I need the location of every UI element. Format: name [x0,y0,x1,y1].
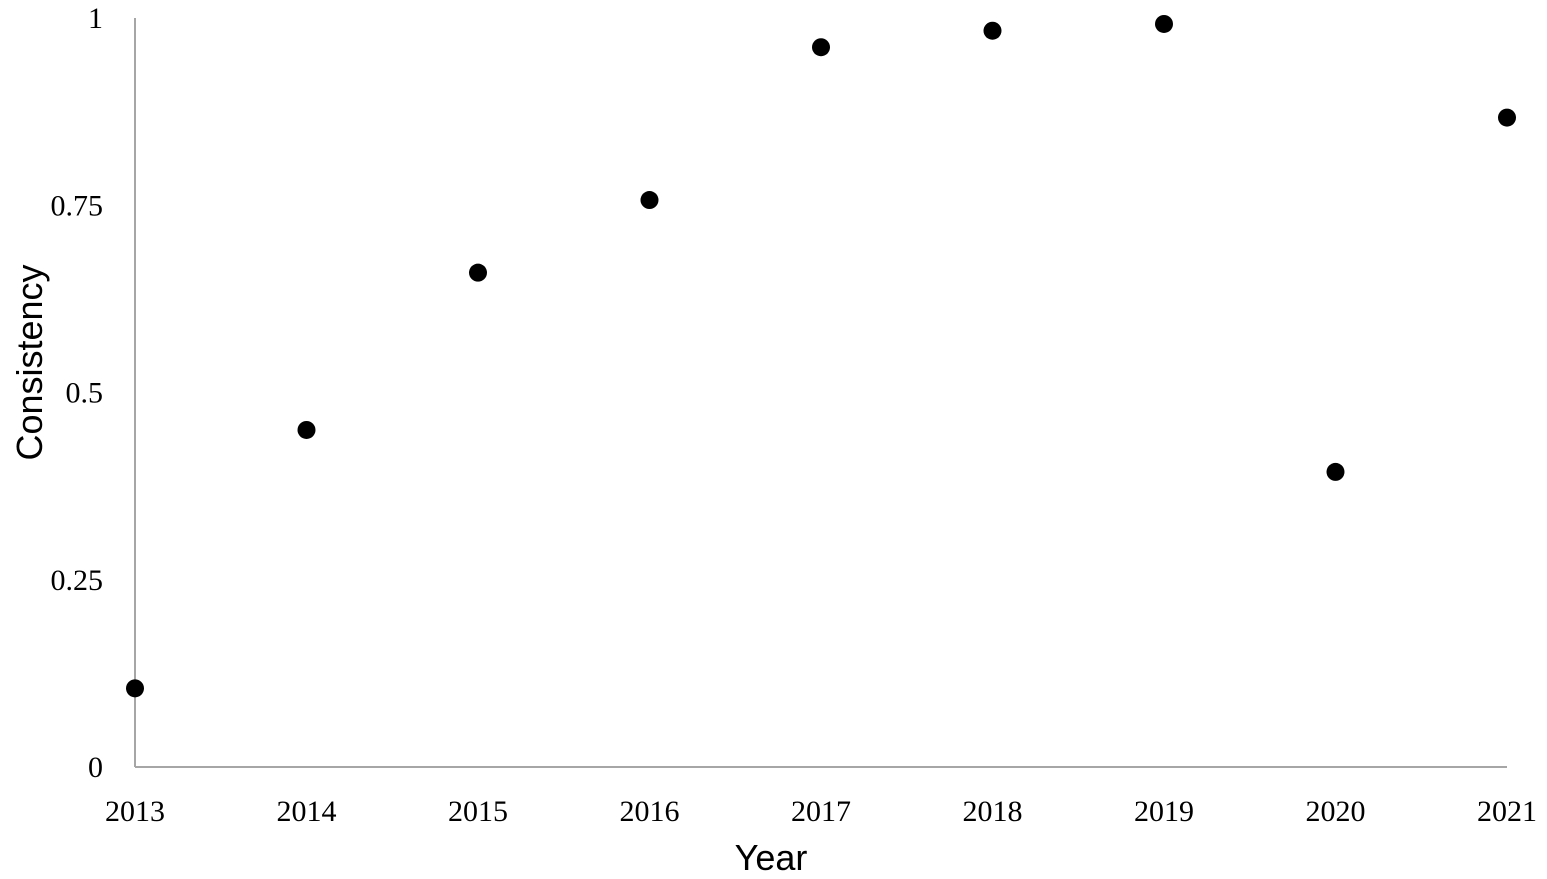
y-tick-labels: 0 0.25 0.5 0.75 1 [51,2,104,784]
x-tick-label: 2018 [963,795,1023,828]
chart-axes [134,18,1507,768]
data-point [983,21,1002,40]
y-tick-label: 0.5 [66,377,104,410]
data-point [640,191,659,210]
x-tick-label: 2013 [105,795,165,828]
y-tick-label: 0.75 [51,189,104,222]
data-point [1155,14,1173,33]
x-tick-labels: 2013 2014 2015 2016 2017 2018 2019 2020 2021 [105,795,1537,828]
x-tick-label: 2020 [1306,795,1366,828]
data-point [812,38,830,57]
y-tick-label: 1 [88,2,103,35]
y-tick-label: 0.25 [51,564,104,597]
data-point [1326,462,1345,481]
y-axis-title: Consistency [9,264,50,460]
x-tick-label: 2014 [277,795,337,828]
x-tick-label: 2017 [791,795,851,828]
data-points [126,14,1516,698]
x-axis-title: Year [735,837,808,878]
x-tick-label: 2015 [448,795,508,828]
x-tick-label: 2021 [1477,795,1537,828]
x-tick-label: 2016 [620,795,680,828]
data-point [1498,108,1516,127]
data-point [469,263,487,282]
data-point [126,679,144,698]
data-point [297,420,316,439]
x-tick-label: 2019 [1134,795,1194,828]
y-tick-label: 0 [88,751,103,784]
